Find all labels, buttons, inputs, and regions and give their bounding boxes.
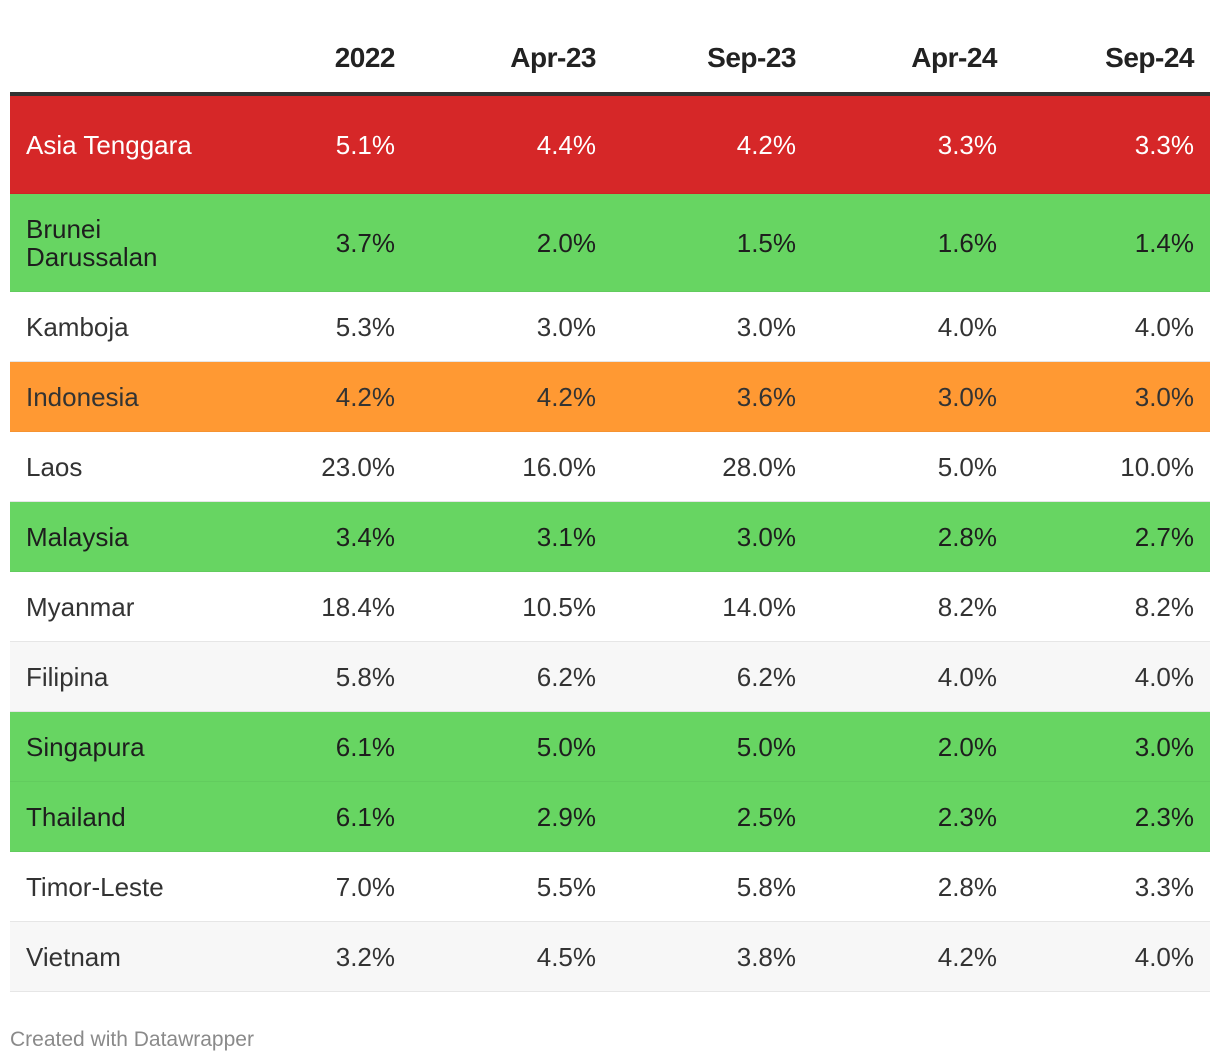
table-row: Thailand 6.1% 2.9% 2.5% 2.3% 2.3% bbox=[10, 782, 1210, 852]
value-cell: 2.8% bbox=[937, 521, 997, 552]
value-cell: 4.4% bbox=[536, 129, 596, 160]
table-row: Asia Tenggara 5.1% 4.4% 4.2% 3.3% 3.3% bbox=[10, 96, 1210, 194]
value-cell: 4.2% bbox=[937, 941, 997, 972]
value-cell: 3.3% bbox=[1134, 871, 1194, 902]
table-row: Timor-Leste 7.0% 5.5% 5.8% 2.8% 3.3% bbox=[10, 852, 1210, 922]
value-cell: 4.2% bbox=[536, 381, 596, 412]
value-cell: 5.8% bbox=[736, 871, 796, 902]
credit-footer: Created with Datawrapper bbox=[10, 1028, 254, 1051]
table-row: Singapura 6.1% 5.0% 5.0% 2.0% 3.0% bbox=[10, 712, 1210, 782]
value-cell: 3.0% bbox=[1134, 381, 1194, 412]
value-cell: 5.0% bbox=[536, 731, 596, 762]
value-cell: 1.5% bbox=[736, 227, 796, 258]
value-cell: 4.2% bbox=[335, 381, 395, 412]
value-cell: 3.0% bbox=[536, 311, 596, 342]
value-cell: 2.0% bbox=[536, 227, 596, 258]
value-cell: 2.0% bbox=[937, 731, 997, 762]
row-label: Brunei Darussalan bbox=[26, 213, 158, 272]
value-cell: 4.0% bbox=[1134, 661, 1194, 692]
value-cell: 3.4% bbox=[335, 521, 395, 552]
row-label: Laos bbox=[26, 451, 83, 482]
value-cell: 1.6% bbox=[937, 227, 997, 258]
value-cell: 4.0% bbox=[937, 311, 997, 342]
table-row: Vietnam 3.2% 4.5% 3.8% 4.2% 4.0% bbox=[10, 922, 1210, 992]
value-cell: 4.2% bbox=[736, 129, 796, 160]
value-cell: 3.0% bbox=[736, 521, 796, 552]
value-cell: 4.0% bbox=[1134, 311, 1194, 342]
value-cell: 2.3% bbox=[1134, 801, 1194, 832]
value-cell: 5.3% bbox=[335, 311, 395, 342]
header-cell-sep-24: Sep-24 bbox=[1105, 42, 1194, 73]
value-cell: 2.5% bbox=[736, 801, 796, 832]
value-cell: 6.1% bbox=[335, 731, 395, 762]
header-cell-2022: 2022 bbox=[334, 42, 396, 73]
value-cell: 8.2% bbox=[937, 591, 997, 622]
value-cell: 2.7% bbox=[1134, 521, 1194, 552]
value-cell: 3.2% bbox=[335, 941, 395, 972]
row-label: Thailand bbox=[26, 801, 126, 832]
header-cell-apr-23: Apr-23 bbox=[510, 42, 596, 73]
table-row: Laos 23.0% 16.0% 28.0% 5.0% 10.0% bbox=[10, 432, 1210, 502]
value-cell: 6.1% bbox=[335, 801, 395, 832]
table-row: Filipina 5.8% 6.2% 6.2% 4.0% 4.0% bbox=[10, 642, 1210, 712]
row-label: Myanmar bbox=[26, 591, 135, 622]
value-cell: 5.1% bbox=[335, 129, 395, 160]
header-cell-apr-24: Apr-24 bbox=[911, 42, 997, 73]
table-row: Myanmar 18.4% 10.5% 14.0% 8.2% 8.2% bbox=[10, 572, 1210, 642]
row-label: Singapura bbox=[26, 731, 145, 762]
value-cell: 7.0% bbox=[335, 871, 395, 902]
value-cell: 10.5% bbox=[522, 591, 596, 622]
value-cell: 3.0% bbox=[1134, 731, 1194, 762]
value-cell: 4.0% bbox=[937, 661, 997, 692]
header-cell-sep-23: Sep-23 bbox=[707, 42, 796, 73]
row-label: Malaysia bbox=[26, 521, 129, 552]
value-cell: 2.8% bbox=[937, 871, 997, 902]
table-row: Brunei Darussalan 3.7% 2.0% 1.5% 1.6% 1.4% bbox=[10, 194, 1210, 292]
value-cell: 18.4% bbox=[321, 591, 395, 622]
row-label: Vietnam bbox=[26, 941, 121, 972]
row-label: Kamboja bbox=[26, 311, 129, 342]
value-cell: 14.0% bbox=[722, 591, 796, 622]
row-label: Asia Tenggara bbox=[26, 129, 192, 160]
value-cell: 3.3% bbox=[1134, 129, 1194, 160]
row-label: Filipina bbox=[26, 661, 109, 692]
value-cell: 2.3% bbox=[937, 801, 997, 832]
value-cell: 2.9% bbox=[536, 801, 596, 832]
row-label: Indonesia bbox=[26, 381, 139, 412]
table-row: Kamboja 5.3% 3.0% 3.0% 4.0% 4.0% bbox=[10, 292, 1210, 362]
value-cell: 1.4% bbox=[1134, 227, 1194, 258]
table-header: 2022 Apr-23 Sep-23 Apr-24 Sep-24 bbox=[10, 0, 1210, 96]
value-cell: 4.0% bbox=[1134, 941, 1194, 972]
value-cell: 8.2% bbox=[1134, 591, 1194, 622]
value-cell: 3.7% bbox=[335, 227, 395, 258]
table-row: Malaysia 3.4% 3.1% 3.0% 2.8% 2.7% bbox=[10, 502, 1210, 572]
value-cell: 4.5% bbox=[536, 941, 596, 972]
row-label: Timor-Leste bbox=[26, 871, 164, 902]
data-table: 2022 Apr-23 Sep-23 Apr-24 Sep-24 Asia Te… bbox=[10, 0, 1210, 992]
value-cell: 3.0% bbox=[937, 381, 997, 412]
value-cell: 28.0% bbox=[722, 451, 796, 482]
value-cell: 6.2% bbox=[736, 661, 796, 692]
value-cell: 16.0% bbox=[522, 451, 596, 482]
value-cell: 10.0% bbox=[1120, 451, 1194, 482]
table-body: Asia Tenggara 5.1% 4.4% 4.2% 3.3% 3.3% Brunei … bbox=[10, 96, 1210, 992]
value-cell: 6.2% bbox=[536, 661, 596, 692]
value-cell: 5.5% bbox=[536, 871, 596, 902]
value-cell: 3.6% bbox=[736, 381, 796, 412]
value-cell: 3.1% bbox=[536, 521, 596, 552]
value-cell: 5.0% bbox=[937, 451, 997, 482]
value-cell: 5.0% bbox=[736, 731, 796, 762]
value-cell: 3.3% bbox=[937, 129, 997, 160]
value-cell: 23.0% bbox=[321, 451, 395, 482]
value-cell: 3.8% bbox=[736, 941, 796, 972]
value-cell: 3.0% bbox=[736, 311, 796, 342]
value-cell: 5.8% bbox=[335, 661, 395, 692]
table-row: Indonesia 4.2% 4.2% 3.6% 3.0% 3.0% bbox=[10, 362, 1210, 432]
